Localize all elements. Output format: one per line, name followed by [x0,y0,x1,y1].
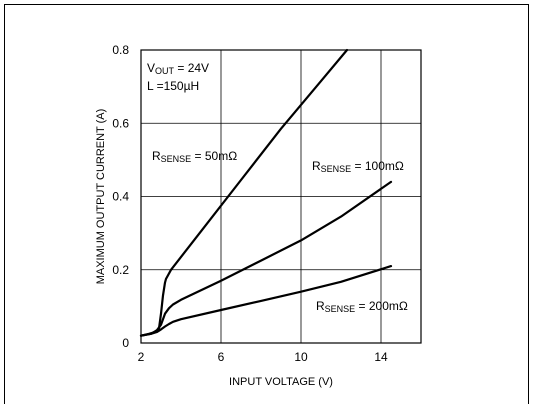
vout-annotation: VOUT = 24V [147,61,209,76]
y-axis-title: MAXIMUM OUTPUT CURRENT (A) [95,109,107,285]
series-layer [139,48,393,337]
series-line-100mohm [139,180,393,337]
series-label-100mohm: RSENSE = 100mΩ [312,159,404,174]
series-label-50mohm: RSENSE = 50mΩ [152,149,237,164]
y-tick-label: 0.2 [112,263,129,277]
y-tick-label: 0 [122,336,129,350]
axis-ticks: 2 6 10 14 0 0.2 0.4 0.6 0.8 [112,43,388,364]
x-tick-label: 10 [294,350,308,364]
y-tick-label: 0.8 [112,43,129,57]
x-axis-title: INPUT VOLTAGE (V) [229,376,333,388]
x-tick-label: 14 [374,350,388,364]
annotations: VOUT = 24V L =150µH RSENSE = 50mΩ RSENSE… [147,61,408,314]
y-tick-label: 0.6 [112,116,129,130]
series-label-200mohm: RSENSE = 200mΩ [316,299,408,314]
series-line-200mohm [139,265,393,337]
x-tick-label: 2 [138,350,145,364]
y-tick-label: 0.4 [112,190,129,204]
chart-frame [4,4,529,404]
plot-area [140,49,422,344]
inductance-annotation: L =150µH [147,79,199,93]
x-tick-label: 6 [218,350,225,364]
